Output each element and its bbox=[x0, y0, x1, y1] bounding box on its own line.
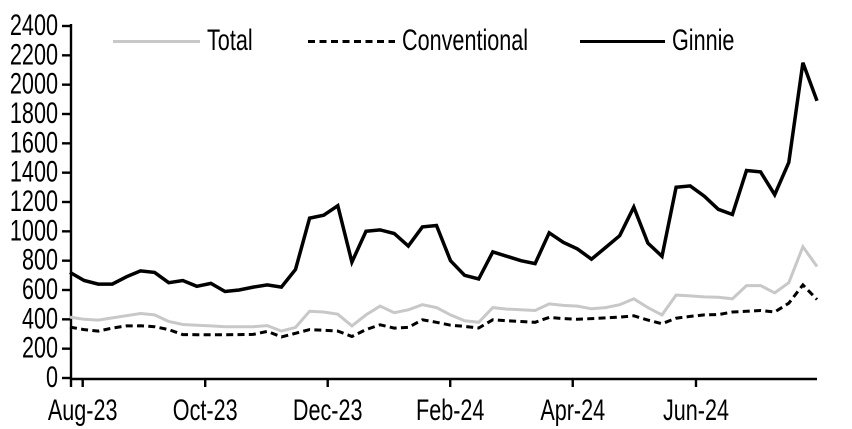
y-tick-label: 1200 bbox=[10, 185, 58, 218]
y-tick-label: 200 bbox=[22, 332, 58, 365]
legend-item-total: Total bbox=[113, 26, 270, 56]
y-tick-label: 1400 bbox=[10, 156, 58, 189]
legend-swatch-total bbox=[113, 39, 200, 43]
chart-legend: Total Conventional Ginnie bbox=[0, 0, 852, 70]
legend-swatch-conventional bbox=[308, 39, 395, 43]
y-tick-label: 0 bbox=[46, 361, 58, 394]
legend-label-total: Total bbox=[207, 24, 253, 57]
y-tick-label: 2400 bbox=[10, 9, 58, 42]
x-tick-label: Aug-23 bbox=[48, 394, 118, 427]
y-tick-label: 1000 bbox=[10, 214, 58, 247]
y-tick-label: 600 bbox=[22, 273, 58, 306]
x-tick-label: Jun-24 bbox=[663, 394, 729, 427]
legend-item-ginnie: Ginnie bbox=[580, 26, 759, 56]
y-tick-label: 400 bbox=[22, 302, 58, 335]
y-tick-label: 2000 bbox=[10, 68, 58, 101]
y-tick-label: 2200 bbox=[10, 38, 58, 71]
series-line-total bbox=[69, 243, 819, 333]
y-tick-label: 800 bbox=[22, 244, 58, 277]
legend-item-conventional: Conventional bbox=[308, 26, 577, 56]
y-tick-label: 1800 bbox=[10, 97, 58, 130]
x-tick-label: Apr-24 bbox=[540, 394, 605, 427]
x-tick-label: Feb-24 bbox=[416, 394, 484, 427]
legend-label-conventional: Conventional bbox=[402, 24, 529, 57]
x-tick-label: Dec-23 bbox=[293, 394, 363, 427]
legend-swatch-ginnie bbox=[580, 39, 665, 43]
series-line-ginnie bbox=[69, 62, 819, 294]
y-tick-label: 1600 bbox=[10, 126, 58, 159]
x-tick-label: Oct-23 bbox=[173, 394, 238, 427]
series-line-conventional bbox=[69, 282, 819, 339]
legend-label-ginnie: Ginnie bbox=[672, 24, 735, 57]
